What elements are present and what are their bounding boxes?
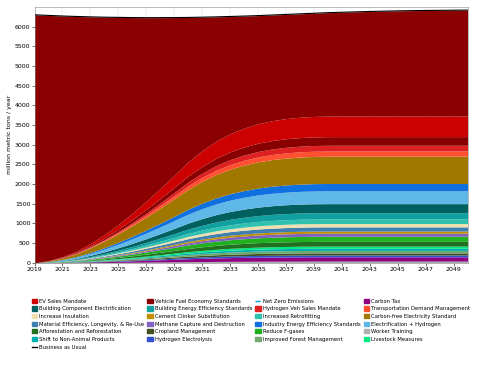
Legend: EV Sales Mandate, Building Component Electrification, Increase Insulation, Mater: EV Sales Mandate, Building Component Ele… (32, 299, 470, 350)
Y-axis label: million metric tons / year: million metric tons / year (7, 95, 12, 174)
